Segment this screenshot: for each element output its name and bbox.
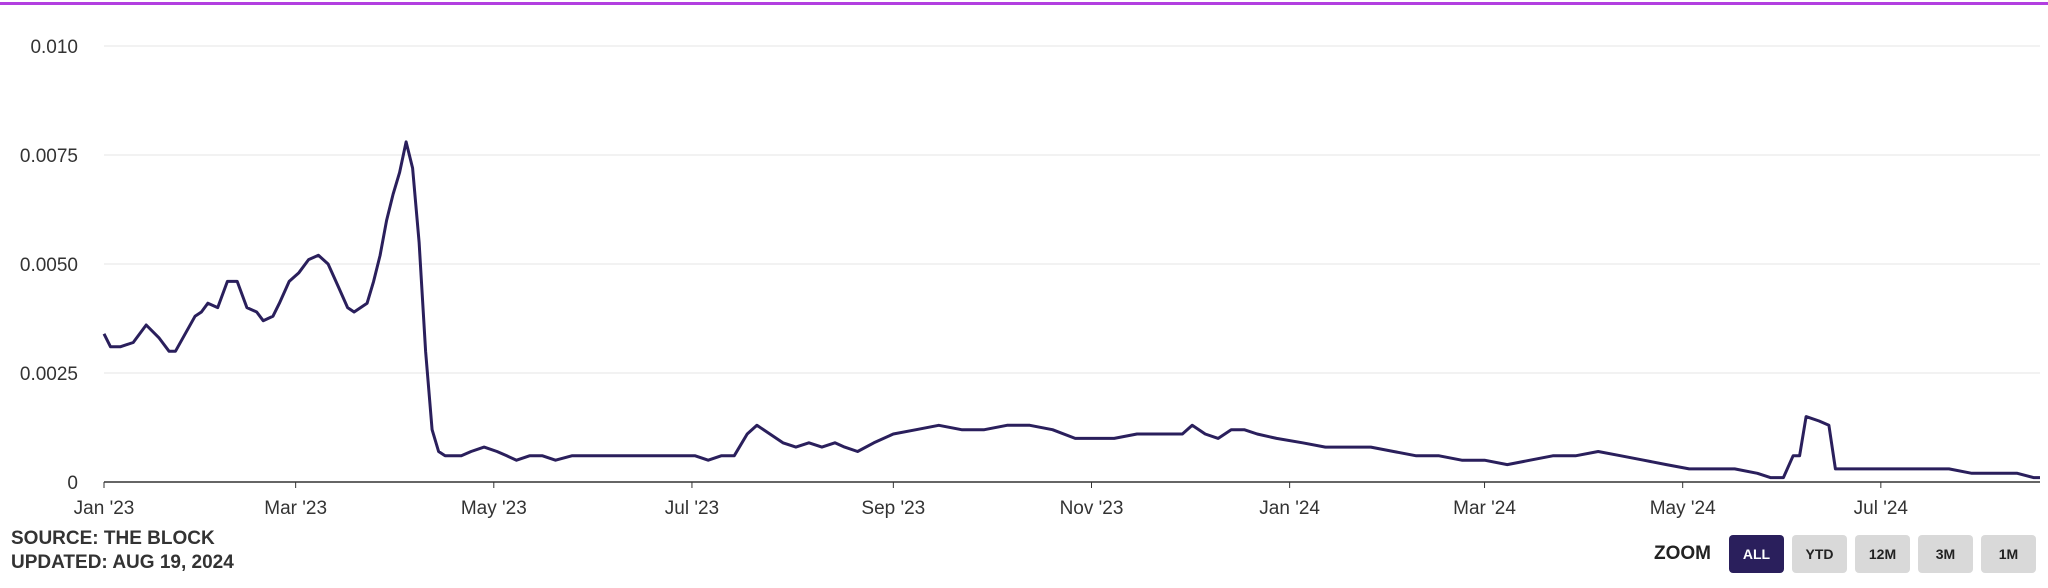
zoom-1m-button[interactable]: 1M — [1981, 535, 2036, 573]
updated-text: UPDATED: AUG 19, 2024 — [11, 552, 234, 573]
source-text: SOURCE: THE BLOCK — [11, 528, 215, 549]
x-tick-label: Mar '23 — [264, 498, 327, 519]
y-axis: 0 0.0025 0.0050 0.0075 0.010 — [20, 37, 78, 494]
zoom-controls: ZOOM ALL YTD 12M 3M 1M — [1654, 535, 2036, 573]
zoom-all-button[interactable]: ALL — [1729, 535, 1784, 573]
line-chart: 0 0.0025 0.0050 0.0075 0.010 Jan '23 Mar '23 M… — [20, 37, 2040, 519]
x-tick-label: May '24 — [1650, 498, 1716, 519]
x-tick-label: May '23 — [461, 498, 527, 519]
y-tick-label: 0.0025 — [20, 364, 78, 385]
x-tick-label: Jan '23 — [74, 498, 135, 519]
grid-lines — [104, 45, 2040, 374]
y-tick-label: 0.0075 — [20, 146, 78, 167]
chart-footer: SOURCE: THE BLOCK UPDATED: AUG 19, 2024 — [11, 527, 234, 575]
zoom-label: ZOOM — [1654, 543, 1711, 564]
series-line — [102, 140, 2040, 480]
y-tick-label: 0.010 — [30, 37, 78, 58]
zoom-12m-button[interactable]: 12M — [1855, 535, 1910, 573]
x-tick-label: Jan '24 — [1259, 498, 1320, 519]
zoom-3m-button[interactable]: 3M — [1918, 535, 1973, 573]
x-axis: Jan '23 Mar '23 May '23 Jul '23 Sep '23 Nov '… — [74, 482, 1909, 519]
top-accent-rule — [0, 2, 2048, 5]
y-tick-label: 0.0050 — [20, 255, 78, 276]
zoom-ytd-button[interactable]: YTD — [1792, 535, 1847, 573]
x-tick-label: Nov '23 — [1060, 498, 1124, 519]
x-tick-label: Mar '24 — [1453, 498, 1516, 519]
x-tick-label: Jul '23 — [665, 498, 719, 519]
y-tick-label: 0 — [67, 473, 78, 494]
x-tick-label: Jul '24 — [1854, 498, 1909, 519]
x-tick-label: Sep '23 — [861, 498, 925, 519]
